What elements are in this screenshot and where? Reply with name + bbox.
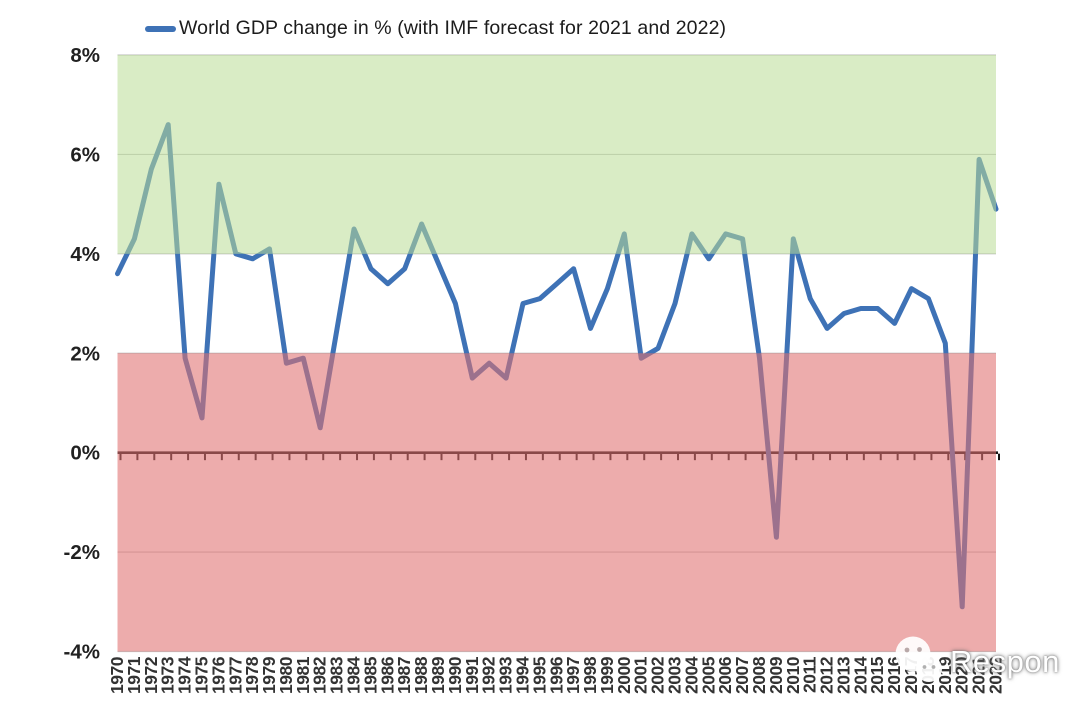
y-axis-label: -4%: [64, 641, 100, 664]
x-axis-label: 1978: [242, 656, 262, 694]
x-axis-label: 2014: [850, 656, 870, 694]
x-axis-label: 1995: [529, 656, 549, 694]
y-axis-label: 0%: [70, 442, 100, 465]
x-axis-label: 2000: [614, 656, 634, 694]
x-axis-label: 1993: [496, 656, 516, 694]
y-axis-label: -2%: [64, 541, 100, 564]
y-axis-label: 6%: [70, 143, 100, 166]
legend-line-marker: [145, 25, 176, 32]
x-axis-label: 2005: [698, 656, 718, 694]
x-axis-label: 2020: [952, 656, 972, 694]
x-axis-label: 1982: [310, 656, 330, 694]
x-axis-label: 2013: [833, 656, 853, 694]
x-axis-label: 2022: [986, 656, 1006, 694]
x-axis-label: 1971: [124, 656, 144, 694]
x-axis-label: 1987: [394, 657, 414, 694]
y-axis-label: 2%: [70, 342, 100, 365]
x-axis-label: 2002: [648, 656, 668, 694]
x-axis-label: 1986: [377, 656, 397, 694]
x-axis-label: 2004: [681, 656, 701, 694]
x-axis-label: 1998: [580, 656, 600, 694]
x-axis-label: 1977: [225, 657, 245, 694]
x-axis-label: 1974: [175, 656, 195, 694]
green-zone: [117, 55, 996, 254]
x-axis-label: 1976: [208, 656, 228, 694]
x-axis-label: 2009: [766, 656, 786, 694]
x-axis-label: 1979: [259, 656, 279, 694]
legend-label: World GDP change in % (with IMF forecast…: [179, 17, 727, 39]
x-axis-label: 1989: [428, 656, 448, 694]
x-axis-label: 2010: [783, 656, 803, 694]
x-axis-label: 1997: [563, 657, 583, 694]
x-axis-label: 1972: [141, 656, 161, 694]
x-axis-label: 2006: [715, 656, 735, 694]
x-axis-label: 1981: [293, 656, 313, 694]
x-axis-label: 1980: [276, 656, 296, 694]
x-axis-label: 1990: [445, 656, 465, 694]
x-axis-label: 1985: [360, 656, 380, 694]
x-axis-label: 1970: [107, 656, 127, 694]
x-axis-label: 1999: [597, 656, 617, 694]
y-axis-label: 4%: [70, 243, 100, 266]
x-axis-label: 1984: [344, 656, 364, 694]
x-axis-label: 1992: [479, 656, 499, 694]
x-axis-label: 2003: [665, 656, 685, 694]
chart-legend: World GDP change in % (with IMF forecast…: [145, 17, 726, 40]
x-axis-label: 2008: [749, 656, 769, 694]
x-axis-label: 2011: [800, 656, 820, 693]
x-axis-label: 1994: [512, 656, 532, 694]
x-axis-label: 1975: [191, 656, 211, 694]
x-axis-label: 2021: [969, 656, 989, 694]
x-axis-label: 1991: [462, 656, 482, 694]
x-axis-label: 1973: [158, 656, 178, 694]
x-axis-label: 2001: [631, 656, 651, 694]
y-axis-label: 8%: [70, 44, 100, 67]
x-axis-label: 2007: [732, 657, 752, 694]
x-axis-label: 1996: [546, 656, 566, 694]
x-axis-label: 2012: [817, 656, 837, 694]
x-axis-label: 1988: [411, 656, 431, 694]
x-axis-label: 2015: [867, 656, 887, 694]
red-zone: [117, 353, 996, 652]
x-axis-label: 1983: [327, 656, 347, 694]
